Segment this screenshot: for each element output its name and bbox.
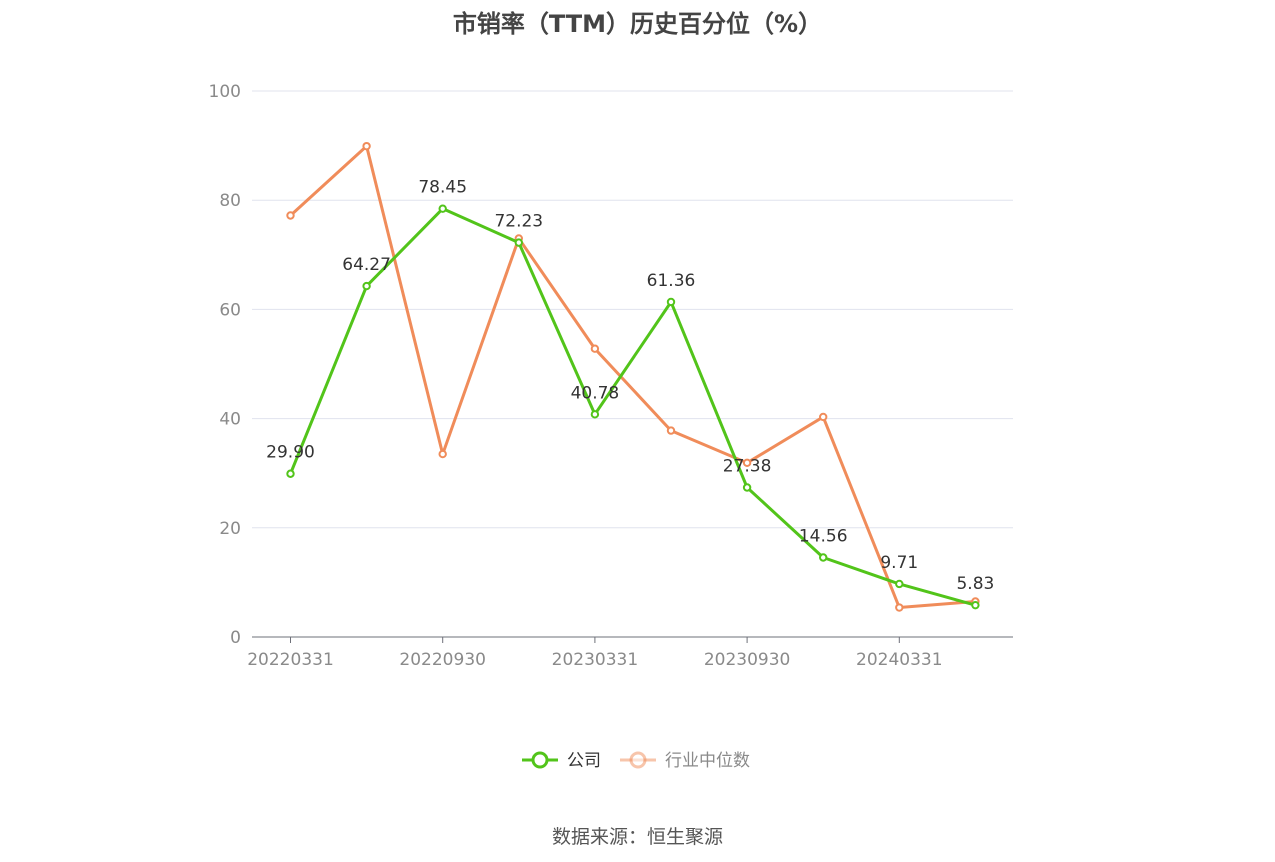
- data-point: [971, 600, 980, 610]
- x-tick-label: 20220930: [399, 650, 486, 670]
- y-tick-label: 40: [219, 410, 241, 430]
- data-label: 5.83: [956, 574, 994, 594]
- data-point: [438, 204, 447, 213]
- y-tick-label: 80: [219, 191, 241, 211]
- data-point: [895, 603, 904, 612]
- data-point: [362, 281, 371, 291]
- source-note: 数据来源：恒生聚源: [551, 826, 723, 848]
- legend-item-industry-median: 行业中位数: [620, 751, 750, 771]
- data-point: [666, 426, 676, 435]
- data-label: 29.90: [266, 443, 315, 463]
- legend-marker-icon: [531, 751, 549, 769]
- data-point: [742, 483, 752, 492]
- data-point: [590, 410, 600, 419]
- data-point: [590, 344, 600, 353]
- series-line-industry-median: [289, 144, 976, 610]
- legend-label: 公司: [567, 751, 601, 771]
- data-point: [286, 469, 295, 478]
- series-line-company: [289, 207, 976, 607]
- data-label: 27.38: [723, 457, 772, 477]
- y-tick-label: 20: [219, 519, 241, 539]
- legend: 公司 行业中位数: [522, 751, 750, 771]
- x-tick-label: 20220331: [247, 650, 334, 670]
- data-labels: 29.90 64.27 78.45 72.23 40.78 61.36 27.38 14.56…: [266, 178, 994, 595]
- legend-marker-icon: [629, 751, 647, 769]
- data-label: 9.71: [880, 553, 918, 573]
- data-point: [895, 579, 904, 589]
- y-tick-label: 60: [219, 300, 241, 320]
- data-label: 72.23: [494, 212, 543, 232]
- data-point: [666, 297, 676, 307]
- x-tick-label: 20240331: [856, 650, 943, 670]
- data-point: [742, 458, 752, 468]
- legend-label: 行业中位数: [665, 751, 750, 771]
- legend-item-company: 公司: [522, 751, 601, 771]
- data-label: 40.78: [571, 383, 620, 403]
- y-tick-label: 0: [230, 628, 241, 648]
- x-tick-label: 20230331: [552, 650, 639, 670]
- data-label: 61.36: [647, 271, 696, 291]
- x-tick-label: 20230930: [704, 650, 791, 670]
- data-label: 78.45: [418, 178, 467, 198]
- axes: 0 20 40 60 80 100 20220331 20220930 20230331 2023…: [209, 82, 1013, 670]
- data-point: [286, 211, 295, 220]
- data-point: [514, 238, 523, 247]
- data-point: [438, 449, 447, 459]
- data-point: [362, 141, 371, 151]
- chart-title: 市销率（TTM）历史百分位（%）: [452, 10, 823, 38]
- series-lines: [286, 141, 980, 612]
- data-point: [819, 553, 828, 562]
- data-point: [819, 412, 828, 422]
- y-tick-label: 100: [209, 82, 241, 102]
- grid-lines: [252, 90, 1013, 529]
- data-label: 14.56: [799, 527, 848, 547]
- data-label: 64.27: [342, 255, 391, 275]
